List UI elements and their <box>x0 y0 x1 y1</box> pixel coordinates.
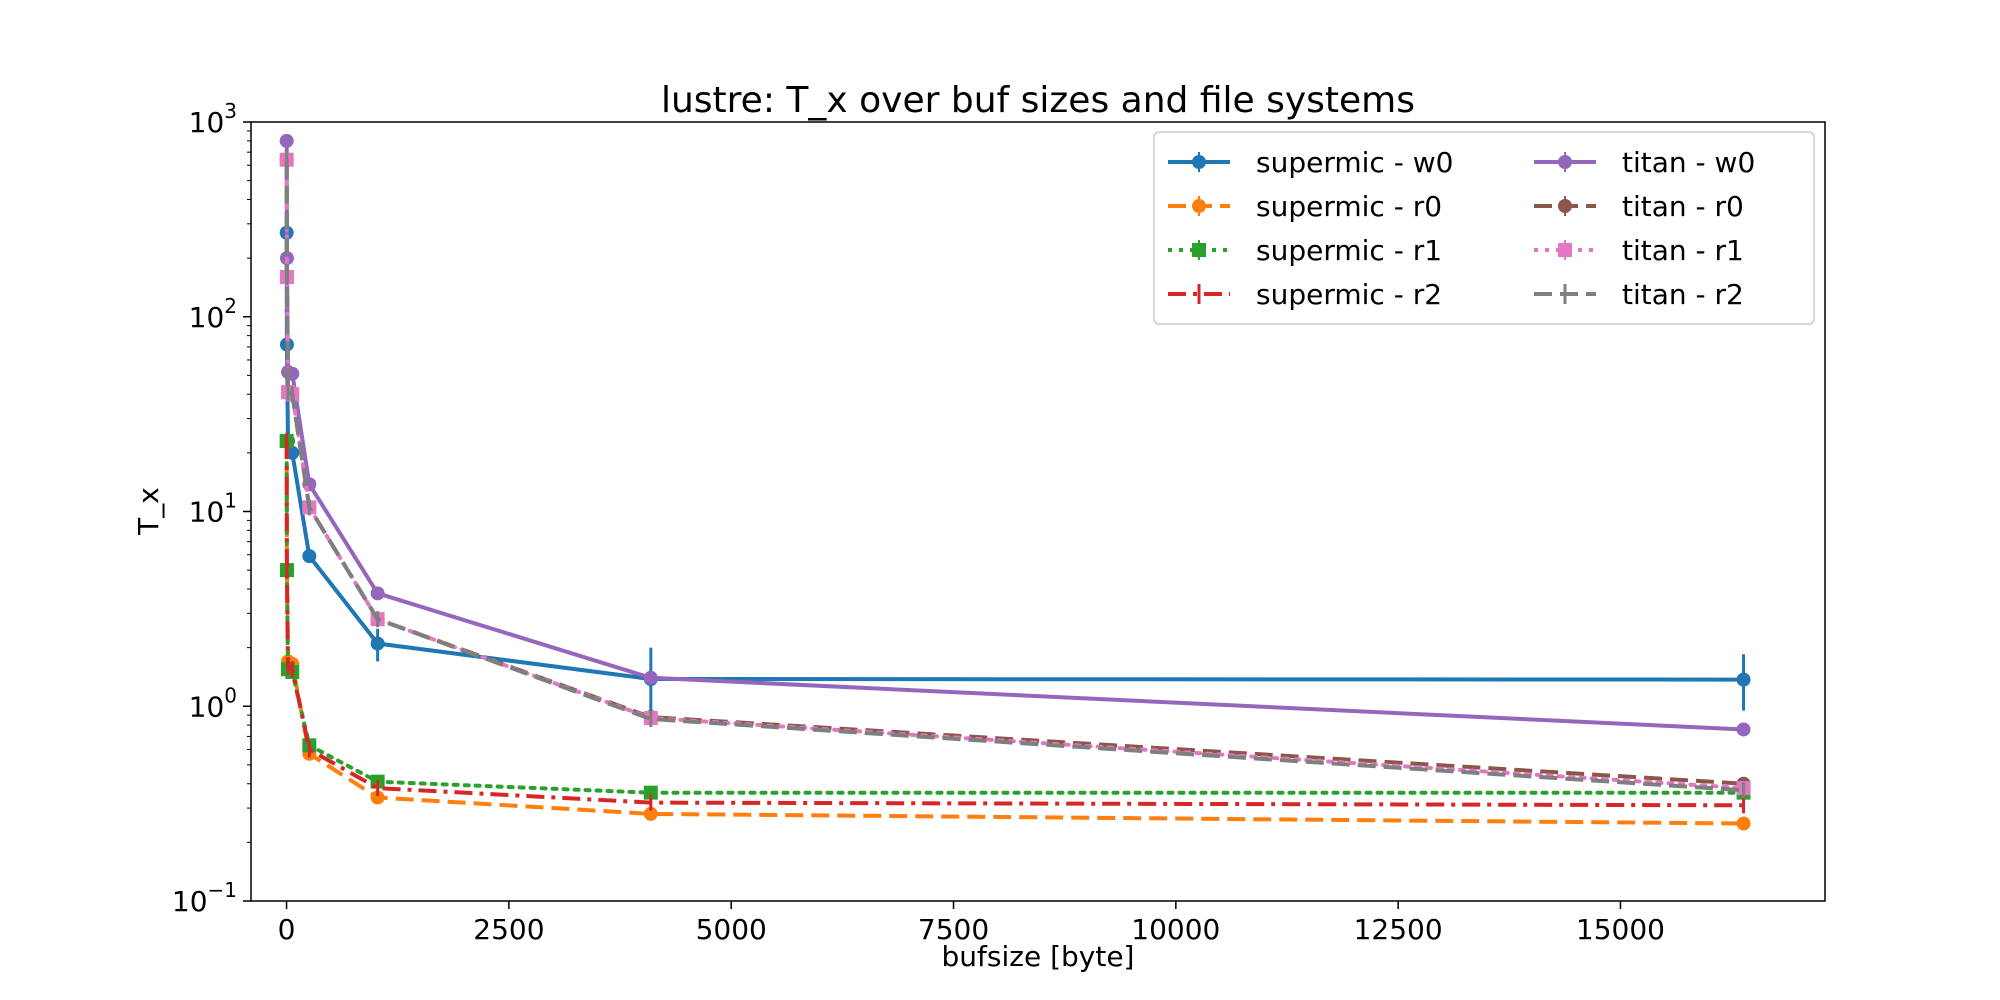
legend-label: supermic - r2 <box>1256 278 1442 311</box>
legend: supermic - w0 supermic - r0 supermic - r1 s… <box>1153 131 1815 325</box>
series-supermic-r2 <box>284 433 1746 814</box>
series-line <box>284 441 1744 808</box>
legend-item: titan - w0 <box>1534 146 1755 179</box>
axes: 0 2500 5000 7500 10000 12500 15000 10−1 100 101 10… <box>172 99 1826 946</box>
legend-item: supermic - r1 <box>1168 234 1442 267</box>
data-point <box>643 806 658 821</box>
x-tick-label: 12500 <box>1354 913 1443 946</box>
legend-label: supermic - r0 <box>1256 190 1442 223</box>
legend-item: titan - r2 <box>1534 278 1744 311</box>
y-tick-label: 10−1 <box>172 878 237 918</box>
legend-item: titan - r1 <box>1534 234 1744 267</box>
data-point <box>370 636 385 651</box>
x-tick-label: 10000 <box>1131 913 1220 946</box>
series-titan-r2 <box>284 151 1746 799</box>
data-point <box>1736 816 1751 831</box>
data-point <box>643 670 658 685</box>
data-point <box>302 549 317 564</box>
legend-item: titan - r0 <box>1534 190 1744 223</box>
x-axis-label: bufsize [byte] <box>942 940 1135 973</box>
data-point <box>285 445 300 460</box>
legend-label: supermic - r1 <box>1256 234 1442 267</box>
y-axis-label: T_x <box>132 487 165 536</box>
series-line <box>284 159 1744 793</box>
x-tick-label: 7500 <box>918 913 989 946</box>
series-layer <box>279 133 1751 831</box>
legend-label: titan - r2 <box>1622 278 1744 311</box>
data-point <box>370 790 385 805</box>
legend-item: supermic - r2 <box>1168 278 1442 311</box>
y-tick-label: 102 <box>189 294 237 334</box>
data-point <box>279 133 294 148</box>
data-point <box>370 586 385 601</box>
y-tick-label: 101 <box>189 489 237 529</box>
legend-item: supermic - w0 <box>1168 146 1453 179</box>
x-tick-label: 0 <box>278 913 296 946</box>
legend-box <box>1153 131 1815 325</box>
data-point <box>643 785 658 800</box>
legend-label: supermic - w0 <box>1256 146 1453 179</box>
chart-title: lustre: T_x over buf sizes and file syst… <box>661 80 1415 121</box>
x-tick-label: 5000 <box>696 913 767 946</box>
x-tick-label: 15000 <box>1576 913 1665 946</box>
x-tick-label: 2500 <box>473 913 544 946</box>
data-point <box>1736 722 1751 737</box>
legend-label: titan - w0 <box>1622 146 1755 179</box>
legend-label: titan - r0 <box>1622 190 1744 223</box>
data-point <box>1736 672 1751 687</box>
legend-label: titan - r1 <box>1622 234 1744 267</box>
y-tick-label: 103 <box>189 99 237 139</box>
legend-item: supermic - r0 <box>1168 190 1442 223</box>
y-tick-label: 100 <box>189 683 237 723</box>
